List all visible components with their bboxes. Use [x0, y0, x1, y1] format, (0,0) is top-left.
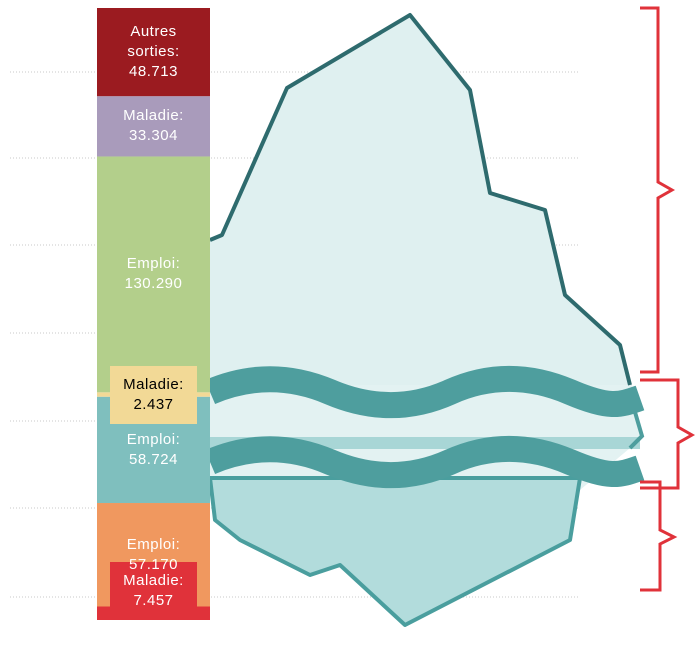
segment-value: 2.437	[133, 395, 173, 415]
iceberg-top	[210, 15, 630, 385]
segment-value: 130.290	[125, 274, 183, 294]
segment-label: Emploi:57.170	[97, 503, 210, 606]
segment-label: Autres sorties:48.713	[97, 8, 210, 96]
segment-name: Emploi:	[127, 430, 181, 450]
segment-name: Emploi:	[127, 535, 181, 555]
brackets	[640, 8, 692, 590]
segment-value: 57.170	[129, 555, 178, 575]
segment-name: Emploi:	[127, 254, 181, 274]
infographic: Maladie:7.457Emploi:57.170Emploi:58.724M…	[0, 0, 700, 652]
segment-value: 58.724	[129, 450, 178, 470]
segment-label: Maladie:33.304	[97, 96, 210, 156]
segment-name: Maladie:	[123, 106, 184, 126]
segment-name: Autres sorties:	[109, 22, 198, 62]
iceberg-bottom	[210, 478, 580, 625]
segment-value: 33.304	[129, 126, 178, 146]
segment-label: Emploi:130.290	[97, 156, 210, 392]
segment-value: 48.713	[129, 62, 178, 82]
